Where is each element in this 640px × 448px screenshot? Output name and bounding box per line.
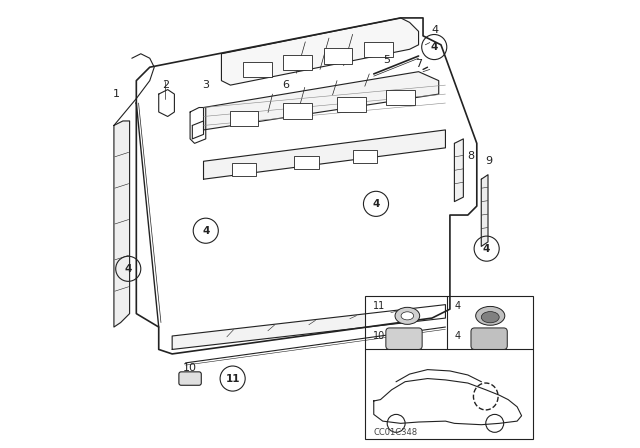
Text: 4: 4	[431, 25, 438, 34]
Text: 11: 11	[373, 302, 385, 311]
Polygon shape	[204, 130, 445, 179]
FancyBboxPatch shape	[284, 55, 312, 70]
Bar	[96, 0, 445, 448]
Text: 8: 8	[467, 151, 474, 161]
Text: 2: 2	[163, 80, 170, 90]
Text: 3: 3	[203, 80, 210, 90]
Text: 10: 10	[182, 363, 196, 373]
Polygon shape	[221, 18, 419, 85]
Text: 7: 7	[415, 60, 422, 69]
Text: 4: 4	[454, 302, 461, 311]
Text: 4: 4	[454, 332, 461, 341]
Ellipse shape	[401, 312, 413, 320]
Polygon shape	[481, 175, 488, 246]
Polygon shape	[172, 305, 445, 349]
FancyBboxPatch shape	[284, 103, 312, 119]
FancyBboxPatch shape	[294, 156, 319, 169]
Text: 1: 1	[113, 89, 120, 99]
Polygon shape	[204, 72, 439, 130]
Text: CC01C348: CC01C348	[374, 428, 418, 437]
FancyBboxPatch shape	[232, 163, 256, 176]
FancyBboxPatch shape	[230, 111, 258, 126]
Polygon shape	[114, 121, 130, 327]
Text: 9: 9	[485, 156, 492, 166]
FancyBboxPatch shape	[387, 90, 415, 105]
FancyBboxPatch shape	[386, 328, 422, 349]
Bar	[365, 296, 532, 439]
Text: 6: 6	[282, 80, 289, 90]
FancyBboxPatch shape	[364, 42, 392, 57]
FancyBboxPatch shape	[324, 48, 352, 64]
Text: 4: 4	[431, 42, 438, 52]
Ellipse shape	[481, 312, 499, 323]
FancyBboxPatch shape	[471, 328, 508, 349]
Polygon shape	[454, 139, 463, 202]
FancyBboxPatch shape	[337, 97, 365, 112]
FancyBboxPatch shape	[179, 372, 202, 385]
Text: 11: 11	[225, 374, 240, 383]
FancyBboxPatch shape	[243, 62, 271, 77]
Ellipse shape	[395, 307, 420, 324]
Text: 4: 4	[483, 244, 490, 254]
Text: 5: 5	[383, 55, 390, 65]
FancyBboxPatch shape	[353, 150, 377, 163]
Ellipse shape	[476, 306, 505, 325]
Text: 4: 4	[372, 199, 380, 209]
Text: 10: 10	[373, 332, 385, 341]
Text: 4: 4	[125, 264, 132, 274]
Text: 4: 4	[202, 226, 209, 236]
